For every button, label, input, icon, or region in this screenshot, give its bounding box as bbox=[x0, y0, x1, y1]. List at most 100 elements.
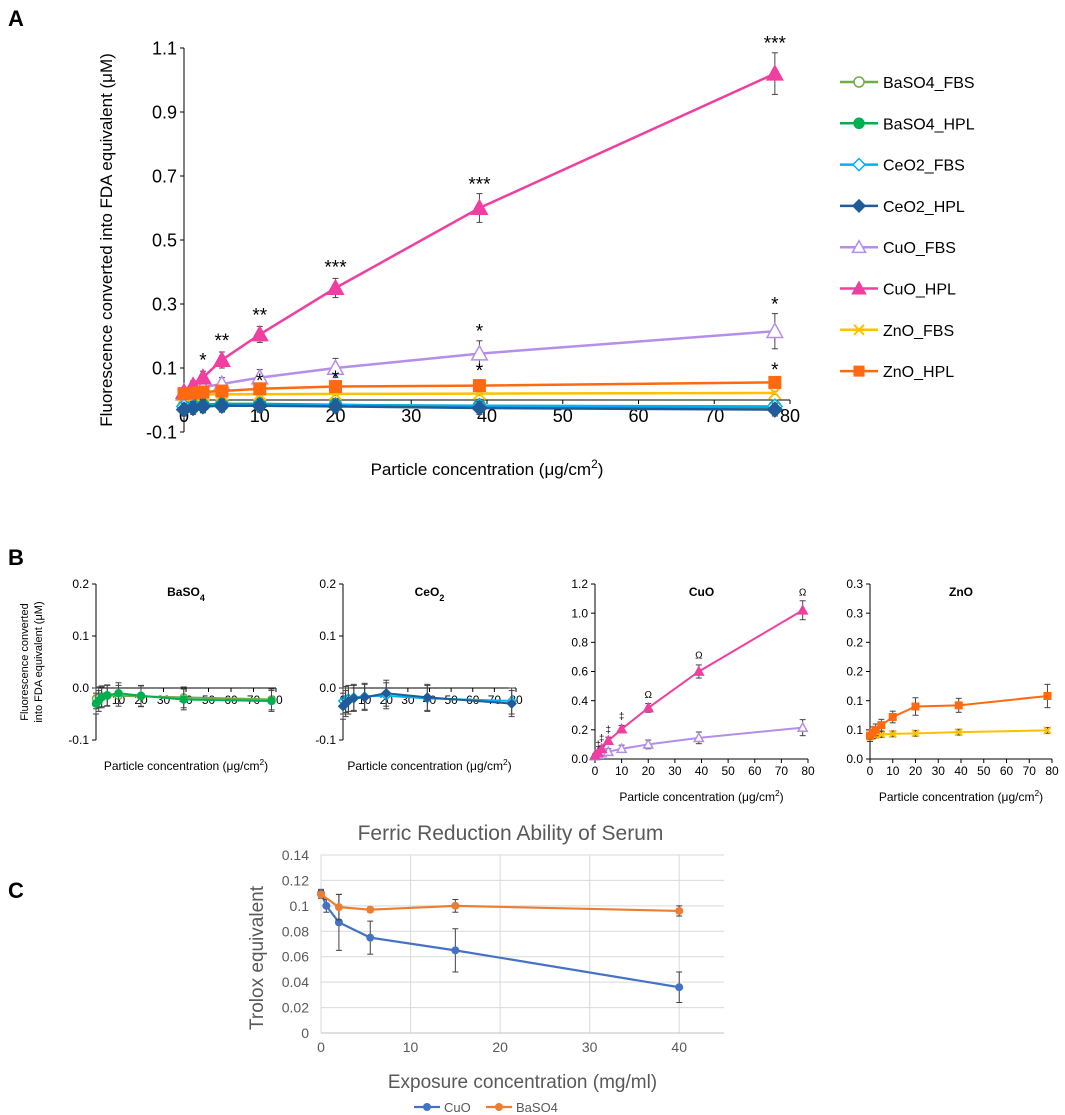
data-point bbox=[251, 397, 269, 415]
x-tick-label: 30 bbox=[401, 406, 421, 426]
legend-item-zno-hpl: ZnO_HPL bbox=[840, 364, 954, 381]
data-point bbox=[103, 691, 112, 700]
data-point bbox=[470, 344, 489, 361]
series-baso4-hpl bbox=[91, 682, 276, 715]
y-tick-label: 0.0 bbox=[72, 681, 89, 695]
y-tick-label: 0.06 bbox=[282, 949, 309, 965]
x-tick-label: 70 bbox=[1023, 764, 1037, 778]
x-tick-label: 60 bbox=[628, 406, 648, 426]
significance-mark: *** bbox=[764, 34, 787, 55]
data-point bbox=[380, 687, 392, 699]
data-point bbox=[366, 905, 375, 914]
y-tick-label: 0.2 bbox=[72, 577, 89, 591]
data-point bbox=[642, 738, 655, 749]
legend-label: BaSO4 bbox=[516, 1100, 558, 1115]
marker-x-stroke bbox=[954, 727, 963, 737]
data-point bbox=[1043, 726, 1052, 735]
data-point bbox=[317, 890, 325, 899]
data-point bbox=[196, 385, 210, 399]
legend-item-baso4-hpl: BaSO4_HPL bbox=[840, 116, 975, 133]
y-axis-label-line-2: into FDA equivalent (μM) bbox=[33, 601, 45, 722]
x-tick-label: 50 bbox=[721, 764, 735, 778]
legend-item-baso4-fbs: BaSO4_FBS bbox=[840, 75, 975, 92]
y-tick-label: 0.9 bbox=[152, 102, 177, 122]
y-tick-label: 0.3 bbox=[152, 294, 177, 314]
legend-marker bbox=[851, 239, 867, 254]
y-tick-label: 0.0 bbox=[846, 752, 863, 766]
data-point bbox=[348, 693, 360, 704]
x-axis-label: Exposure concentration (mg/ml) bbox=[388, 1072, 657, 1093]
data-point bbox=[766, 401, 784, 418]
data-point bbox=[768, 386, 782, 400]
data-point bbox=[615, 723, 628, 734]
legend-marker bbox=[495, 1103, 503, 1111]
significance-mark: * bbox=[199, 350, 207, 371]
legend-item-baso4: BaSO4 bbox=[486, 1100, 558, 1115]
significance-mark: Ω bbox=[695, 650, 703, 661]
y-tick-label: 1.1 bbox=[152, 38, 177, 58]
legend-marker bbox=[853, 117, 865, 130]
data-point bbox=[877, 721, 886, 730]
significance-mark: ** bbox=[252, 306, 267, 327]
data-point bbox=[366, 933, 375, 942]
data-point bbox=[212, 350, 231, 367]
chart-title: CuO bbox=[689, 585, 714, 599]
y-tick-label: 0.3 bbox=[846, 606, 863, 620]
significance-mark: ‡ bbox=[595, 740, 601, 751]
y-tick-label: 0.14 bbox=[282, 847, 309, 863]
data-point bbox=[768, 375, 782, 389]
y-axis-label-line-1: Fluorescence converted bbox=[19, 603, 31, 720]
x-tick-label: 0 bbox=[592, 764, 599, 778]
significance-mark: * bbox=[256, 371, 264, 392]
x-tick-label: 0 bbox=[867, 764, 874, 778]
data-point bbox=[595, 742, 608, 754]
y-tick-label: 0.0 bbox=[571, 752, 588, 766]
x-tick-label: 20 bbox=[325, 406, 345, 426]
legend-label: CuO_HPL bbox=[883, 282, 956, 299]
series-cuo-hpl bbox=[589, 600, 809, 760]
x-tick-label: 60 bbox=[748, 764, 762, 778]
x-axis-label: Particle concentration (μg/cm2) bbox=[371, 457, 604, 479]
legend-marker bbox=[853, 324, 865, 336]
x-tick-label: 30 bbox=[932, 764, 946, 778]
legend-item-cuo-hpl: CuO_HPL bbox=[840, 280, 956, 299]
significance-mark: Ω bbox=[799, 588, 807, 599]
y-tick-label: -0.1 bbox=[146, 422, 177, 442]
data-point bbox=[327, 398, 344, 415]
marker-x-stroke bbox=[911, 729, 920, 738]
chart-b-ceo2: -0.10.00.10.201020304050607080CeO2Partic… bbox=[315, 577, 523, 773]
legend-label: ZnO_FBS bbox=[883, 323, 954, 340]
y-tick-label: 0 bbox=[301, 1025, 309, 1041]
data-point bbox=[322, 901, 331, 910]
data-point bbox=[675, 983, 684, 992]
chart-title: ZnO bbox=[949, 585, 973, 599]
chart-title: Ferric Reduction Ability of Serum bbox=[358, 822, 664, 845]
data-point bbox=[765, 64, 784, 81]
marker-x-stroke bbox=[853, 324, 865, 336]
legend-item-cuo-fbs: CuO_FBS bbox=[840, 239, 956, 257]
x-tick-label: 70 bbox=[704, 406, 724, 426]
panel-label-b: B bbox=[8, 545, 24, 570]
data-point bbox=[326, 358, 345, 375]
series-ceo2-hpl bbox=[175, 397, 784, 418]
data-point bbox=[506, 698, 517, 709]
data-point bbox=[954, 727, 963, 737]
significance-mark: ‡ bbox=[619, 712, 625, 723]
series-zno-fbs bbox=[865, 726, 1052, 742]
data-point bbox=[796, 604, 809, 615]
legend-label: BaSO4_FBS bbox=[883, 75, 975, 92]
y-tick-label: -0.1 bbox=[68, 733, 89, 747]
legend-label: CeO2_HPL bbox=[883, 199, 965, 216]
significance-mark: * bbox=[771, 294, 779, 315]
data-point bbox=[114, 688, 123, 698]
data-point bbox=[470, 198, 489, 215]
x-tick-label: 40 bbox=[695, 764, 709, 778]
significance-mark: * bbox=[476, 361, 484, 382]
x-tick-label: 80 bbox=[801, 764, 815, 778]
significance-mark: ‡ bbox=[606, 725, 612, 736]
x-axis-label: Particle concentration (μg/cm2) bbox=[879, 788, 1043, 804]
data-point bbox=[888, 729, 897, 739]
panel-label-c: C bbox=[8, 878, 24, 903]
x-tick-label: 20 bbox=[909, 764, 923, 778]
panel-label-a: A bbox=[8, 6, 24, 31]
